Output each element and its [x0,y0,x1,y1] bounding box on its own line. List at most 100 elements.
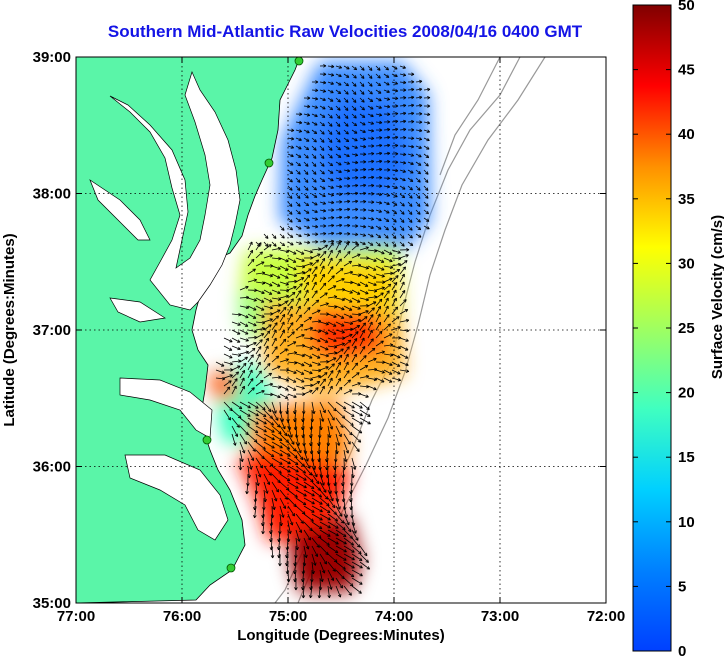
arrow-head [301,271,305,273]
arrow-head [294,370,297,374]
arrow-head [305,459,309,462]
arrow-head [342,343,345,346]
velocity-arrow [350,497,353,510]
velocity-arrow [367,249,377,252]
arrow-head [355,234,359,237]
arrow-head [344,406,347,410]
arrow-head [360,557,363,561]
arrow-head [285,300,288,304]
velocity-arrow [295,271,305,275]
velocity-arrow [271,409,279,421]
velocity-arrow [383,161,391,163]
arrow-head [290,147,294,149]
arrow-head [355,176,359,179]
velocity-arrow [271,425,282,435]
arrow-head [310,383,314,386]
velocity-arrow [247,279,257,283]
velocity-arrow [319,385,325,395]
arrow-head [379,113,383,116]
arrow-head [402,119,407,122]
arrow-head [267,362,271,365]
arrow-head [330,242,334,245]
velocity-arrow [286,553,289,566]
velocity-arrow [279,417,286,430]
velocity-arrow [311,290,318,299]
arrow-head [304,555,307,559]
colorbar-tick-label: 40 [678,126,695,143]
arrow-head [262,327,266,331]
velocity-arrow [359,265,369,269]
velocity-arrow [343,577,354,587]
arrow-head [353,353,357,357]
arrow-head [285,395,289,399]
velocity-arrow [399,73,406,76]
velocity-arrow [343,505,348,518]
arrow-head [325,339,329,343]
arrow-head [227,418,231,421]
arrow-head [254,342,257,346]
arrow-head [338,258,342,261]
arrow-head [310,249,313,253]
velocity-arrow [383,89,390,93]
arrow-head [336,518,339,522]
velocity-arrow [271,385,281,388]
velocity-arrow [271,505,273,519]
arrow-head [393,245,397,247]
arrow-head [356,449,360,452]
arrow-head [409,197,413,199]
arrow-head [307,225,310,229]
arrow-head [371,347,375,350]
velocity-arrow [335,153,342,158]
velocity-arrow [343,561,355,569]
arrow-head [262,261,265,265]
velocity-arrow [247,465,250,478]
arrow-head [419,113,423,116]
x-tick-label: 76:00 [163,608,201,625]
arrow-head [381,259,385,263]
arrow-head [318,320,322,324]
arrow-head [237,339,241,343]
arrow-head [323,114,326,118]
velocity-arrow [335,401,347,410]
arrow-head [278,366,281,369]
velocity-arrow [351,372,360,379]
arrow-head [353,116,357,119]
arrow-head [361,77,365,79]
velocity-arrow [271,473,281,483]
arrow-head [337,125,341,127]
arrow-head [331,208,335,211]
arrow-head [339,506,341,510]
velocity-arrow [303,361,313,367]
velocity-arrow [271,481,279,493]
velocity-arrow [327,224,335,227]
arrow-head [349,507,352,511]
arrow-head [347,184,351,187]
velocity-arrow [263,465,272,476]
arrow-head [411,87,415,90]
arrow-head [339,192,343,195]
arrow-head [365,299,369,302]
arrow-head [390,271,394,274]
velocity-arrow [383,193,390,197]
arrow-head [338,131,341,135]
arrow-head [323,131,325,135]
velocity-arrow [327,73,334,76]
velocity-arrow [318,441,321,454]
arrow-head [261,457,265,460]
velocity-arrow [375,152,382,155]
arrow-head [419,154,422,158]
arrow-head [354,191,359,194]
velocity-arrow [335,417,344,428]
velocity-arrow [351,305,361,310]
arrow-head [385,305,389,309]
velocity-arrow [295,241,302,245]
arrow-head [353,338,357,341]
arrow-head [307,104,311,108]
velocity-arrow [295,305,301,315]
velocity-arrow [383,129,391,131]
arrow-head [277,283,281,287]
arrow-head [385,68,389,71]
velocity-arrow [423,185,429,191]
velocity-arrow [263,297,273,303]
arrow-head [318,338,321,342]
